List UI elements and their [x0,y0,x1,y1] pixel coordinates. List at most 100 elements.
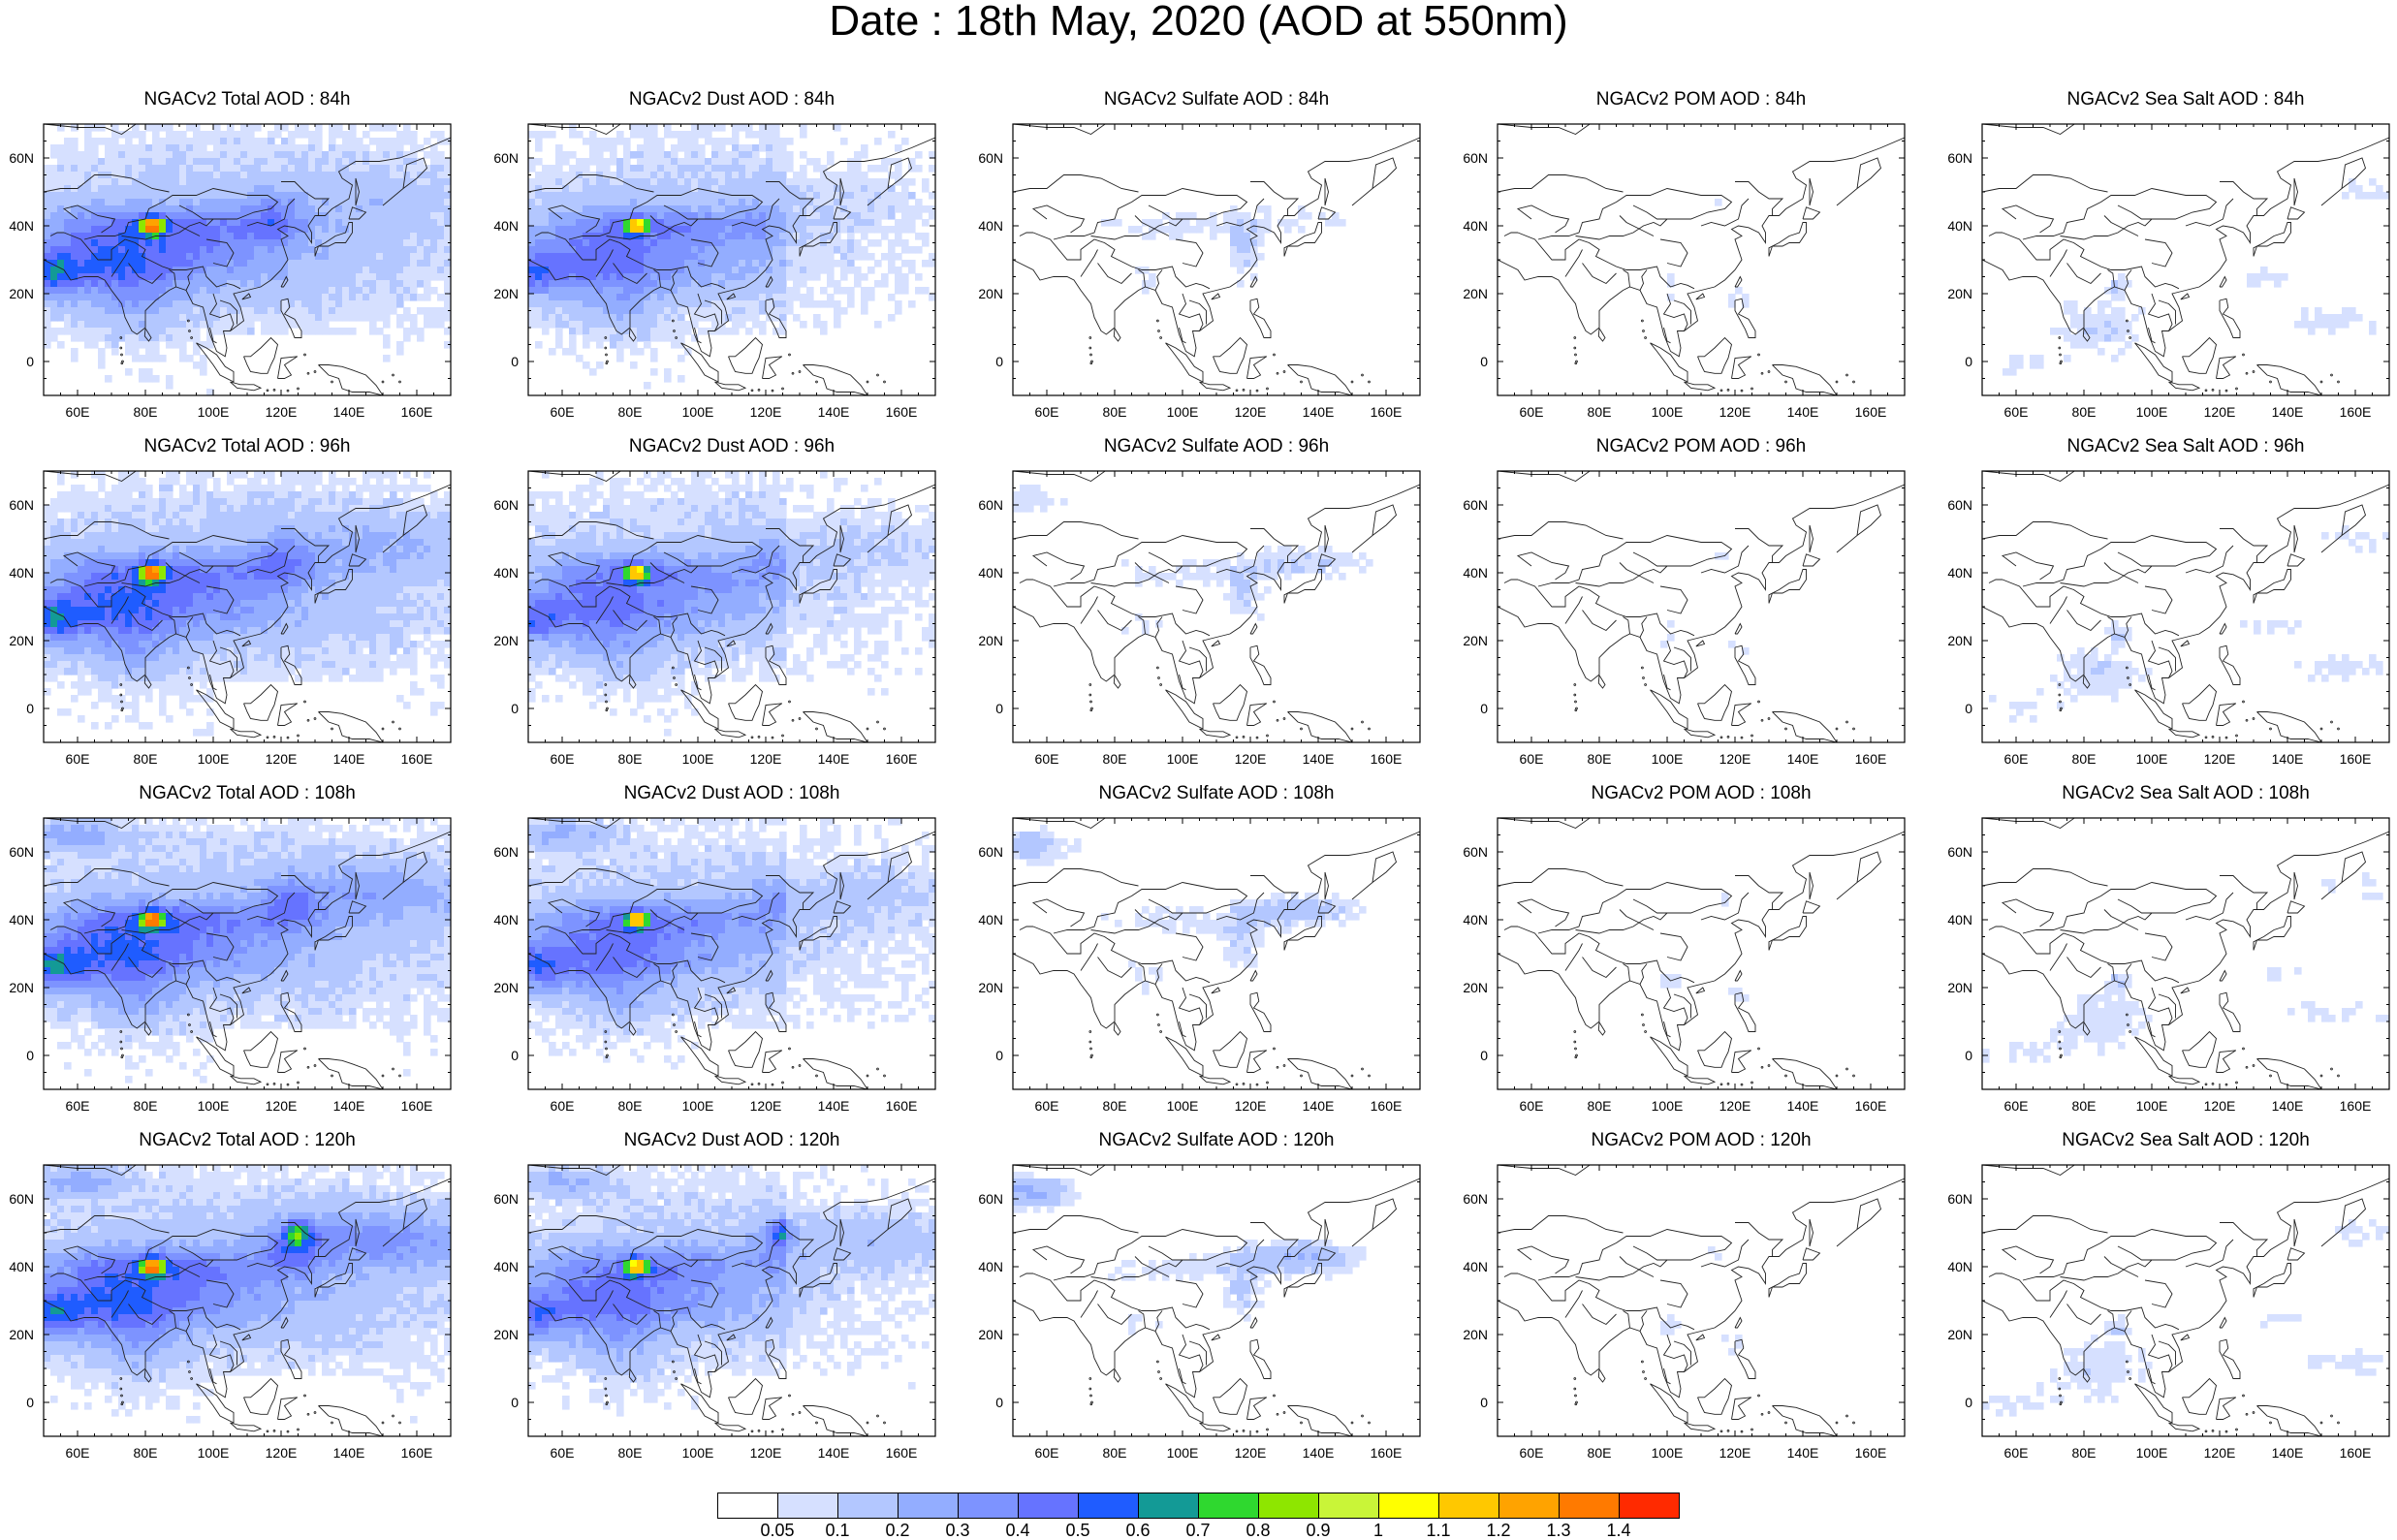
colorbar-label: 0.2 [885,1522,909,1539]
lon-tick-label: 140E [1787,1098,1819,1114]
colorbar-swatch [1559,1493,1620,1519]
lon-tick-label: 140E [1303,1445,1335,1461]
colorbar-label: 1 [1373,1522,1383,1539]
aod-field [1013,825,1367,995]
lon-tick-label: 120E [266,1098,298,1114]
aod-field [1667,199,1750,308]
lat-tick-label: 20N [9,633,34,648]
coastlines [1498,1158,1905,1443]
lat-tick-label: 60N [978,150,1003,166]
colorbar-label: 0.5 [1065,1522,1089,1539]
colorbar-swatch [837,1493,899,1519]
lat-tick-label: 0 [511,1395,519,1410]
lat-tick-label: 60N [493,497,519,513]
colorbar-swatch [898,1493,959,1519]
lon-tick-label: 160E [2340,751,2372,767]
lon-tick-label: 80E [1588,1445,1612,1461]
lat-tick-label: 0 [511,701,519,716]
colorbar-swatch [958,1493,1019,1519]
lat-tick-label: 60N [1463,844,1488,860]
lon-tick-label: 100E [1167,751,1199,767]
lon-tick-label: 100E [682,404,714,420]
colorbar-swatch [1438,1493,1499,1519]
lon-tick-label: 80E [1103,1445,1127,1461]
lon-tick-label: 60E [1035,751,1059,767]
aod-field [528,1165,936,1417]
lon-tick-label: 80E [1588,404,1612,420]
aod-field [1982,1219,2390,1417]
aod-field [1013,1172,1367,1336]
lat-tick-label: 0 [1965,354,1972,369]
lon-tick-label: 120E [2204,404,2236,420]
lat-tick-label: 40N [493,218,519,234]
coastlines [1982,1158,2389,1443]
lon-tick-label: 80E [134,1098,158,1114]
lat-tick-label: 0 [1965,701,1972,716]
lon-tick-label: 160E [401,1445,433,1461]
lat-tick-label: 60N [1463,1191,1488,1207]
lon-tick-label: 100E [1652,404,1684,420]
aod-field [528,818,936,1070]
lon-tick-label: 120E [1719,1445,1751,1461]
lat-tick-label: 40N [1947,565,1972,581]
lon-tick-label: 160E [2340,1098,2372,1114]
lat-tick-label: 20N [493,633,519,648]
figure-title: Date : 18th May, 2020 (AOD at 550nm) [0,0,2397,43]
lat-tick-label: 40N [493,912,519,927]
lon-tick-label: 60E [1035,1098,1059,1114]
colorbar-label: 0.9 [1306,1522,1330,1539]
colorbar-swatch [1258,1493,1319,1519]
colorbar-label: 0.7 [1185,1522,1210,1539]
lon-tick-label: 80E [134,1445,158,1461]
lat-tick-label: 60N [1947,1191,1972,1207]
lon-tick-label: 160E [1371,404,1403,420]
lon-tick-label: 160E [1371,751,1403,767]
lat-tick-label: 40N [1947,218,1972,234]
lon-tick-label: 160E [1371,1445,1403,1461]
lat-tick-label: 60N [1947,497,1972,513]
lon-tick-label: 120E [266,1445,298,1461]
lat-tick-label: 20N [9,286,34,301]
lon-tick-label: 160E [886,404,918,420]
colorbar-label: 0.1 [825,1522,849,1539]
lon-tick-label: 100E [1167,404,1199,420]
lat-tick-label: 20N [1947,980,1972,995]
lon-tick-label: 160E [1855,1445,1887,1461]
coastlines [1982,464,2389,749]
lon-tick-label: 120E [1719,404,1751,420]
lon-tick-label: 120E [2204,1445,2236,1461]
aod-field [1982,872,2390,1063]
lat-tick-label: 20N [1463,633,1488,648]
lon-tick-label: 160E [1371,1098,1403,1114]
lon-tick-label: 60E [551,751,575,767]
lat-tick-label: 40N [1463,565,1488,581]
lon-tick-label: 140E [1787,404,1819,420]
lon-tick-label: 140E [818,404,850,420]
colorbar-swatch [1198,1493,1259,1519]
lon-tick-label: 60E [66,751,90,767]
lat-tick-label: 60N [978,1191,1003,1207]
colorbar-swatch [1378,1493,1439,1519]
lon-tick-label: 60E [551,1098,575,1114]
lat-tick-label: 40N [9,1259,34,1274]
lat-tick-label: 0 [1965,1048,1972,1063]
lat-tick-label: 0 [1480,354,1488,369]
lon-tick-label: 100E [198,1445,230,1461]
lon-tick-label: 160E [401,751,433,767]
lat-tick-label: 20N [978,633,1003,648]
lat-tick-label: 20N [978,1327,1003,1342]
lon-tick-label: 60E [2004,1445,2029,1461]
